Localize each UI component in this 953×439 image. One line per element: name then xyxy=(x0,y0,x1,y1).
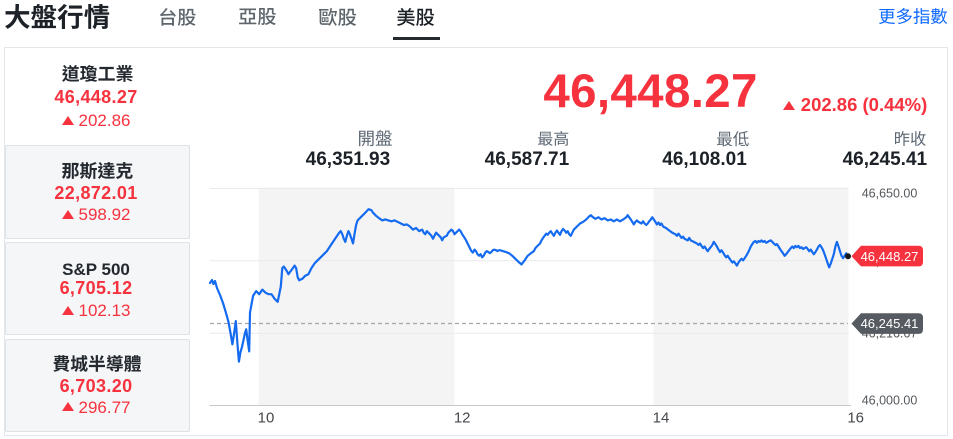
svg-text:46,000.00: 46,000.00 xyxy=(862,393,918,407)
svg-text:12: 12 xyxy=(454,410,471,427)
svg-text:14: 14 xyxy=(653,410,670,427)
svg-text:46,650.00: 46,650.00 xyxy=(862,187,918,201)
svg-text:16: 16 xyxy=(847,410,864,427)
svg-text:46,245.41: 46,245.41 xyxy=(861,316,919,331)
svg-text:46,448.27: 46,448.27 xyxy=(861,249,919,264)
svg-text:10: 10 xyxy=(258,410,275,427)
